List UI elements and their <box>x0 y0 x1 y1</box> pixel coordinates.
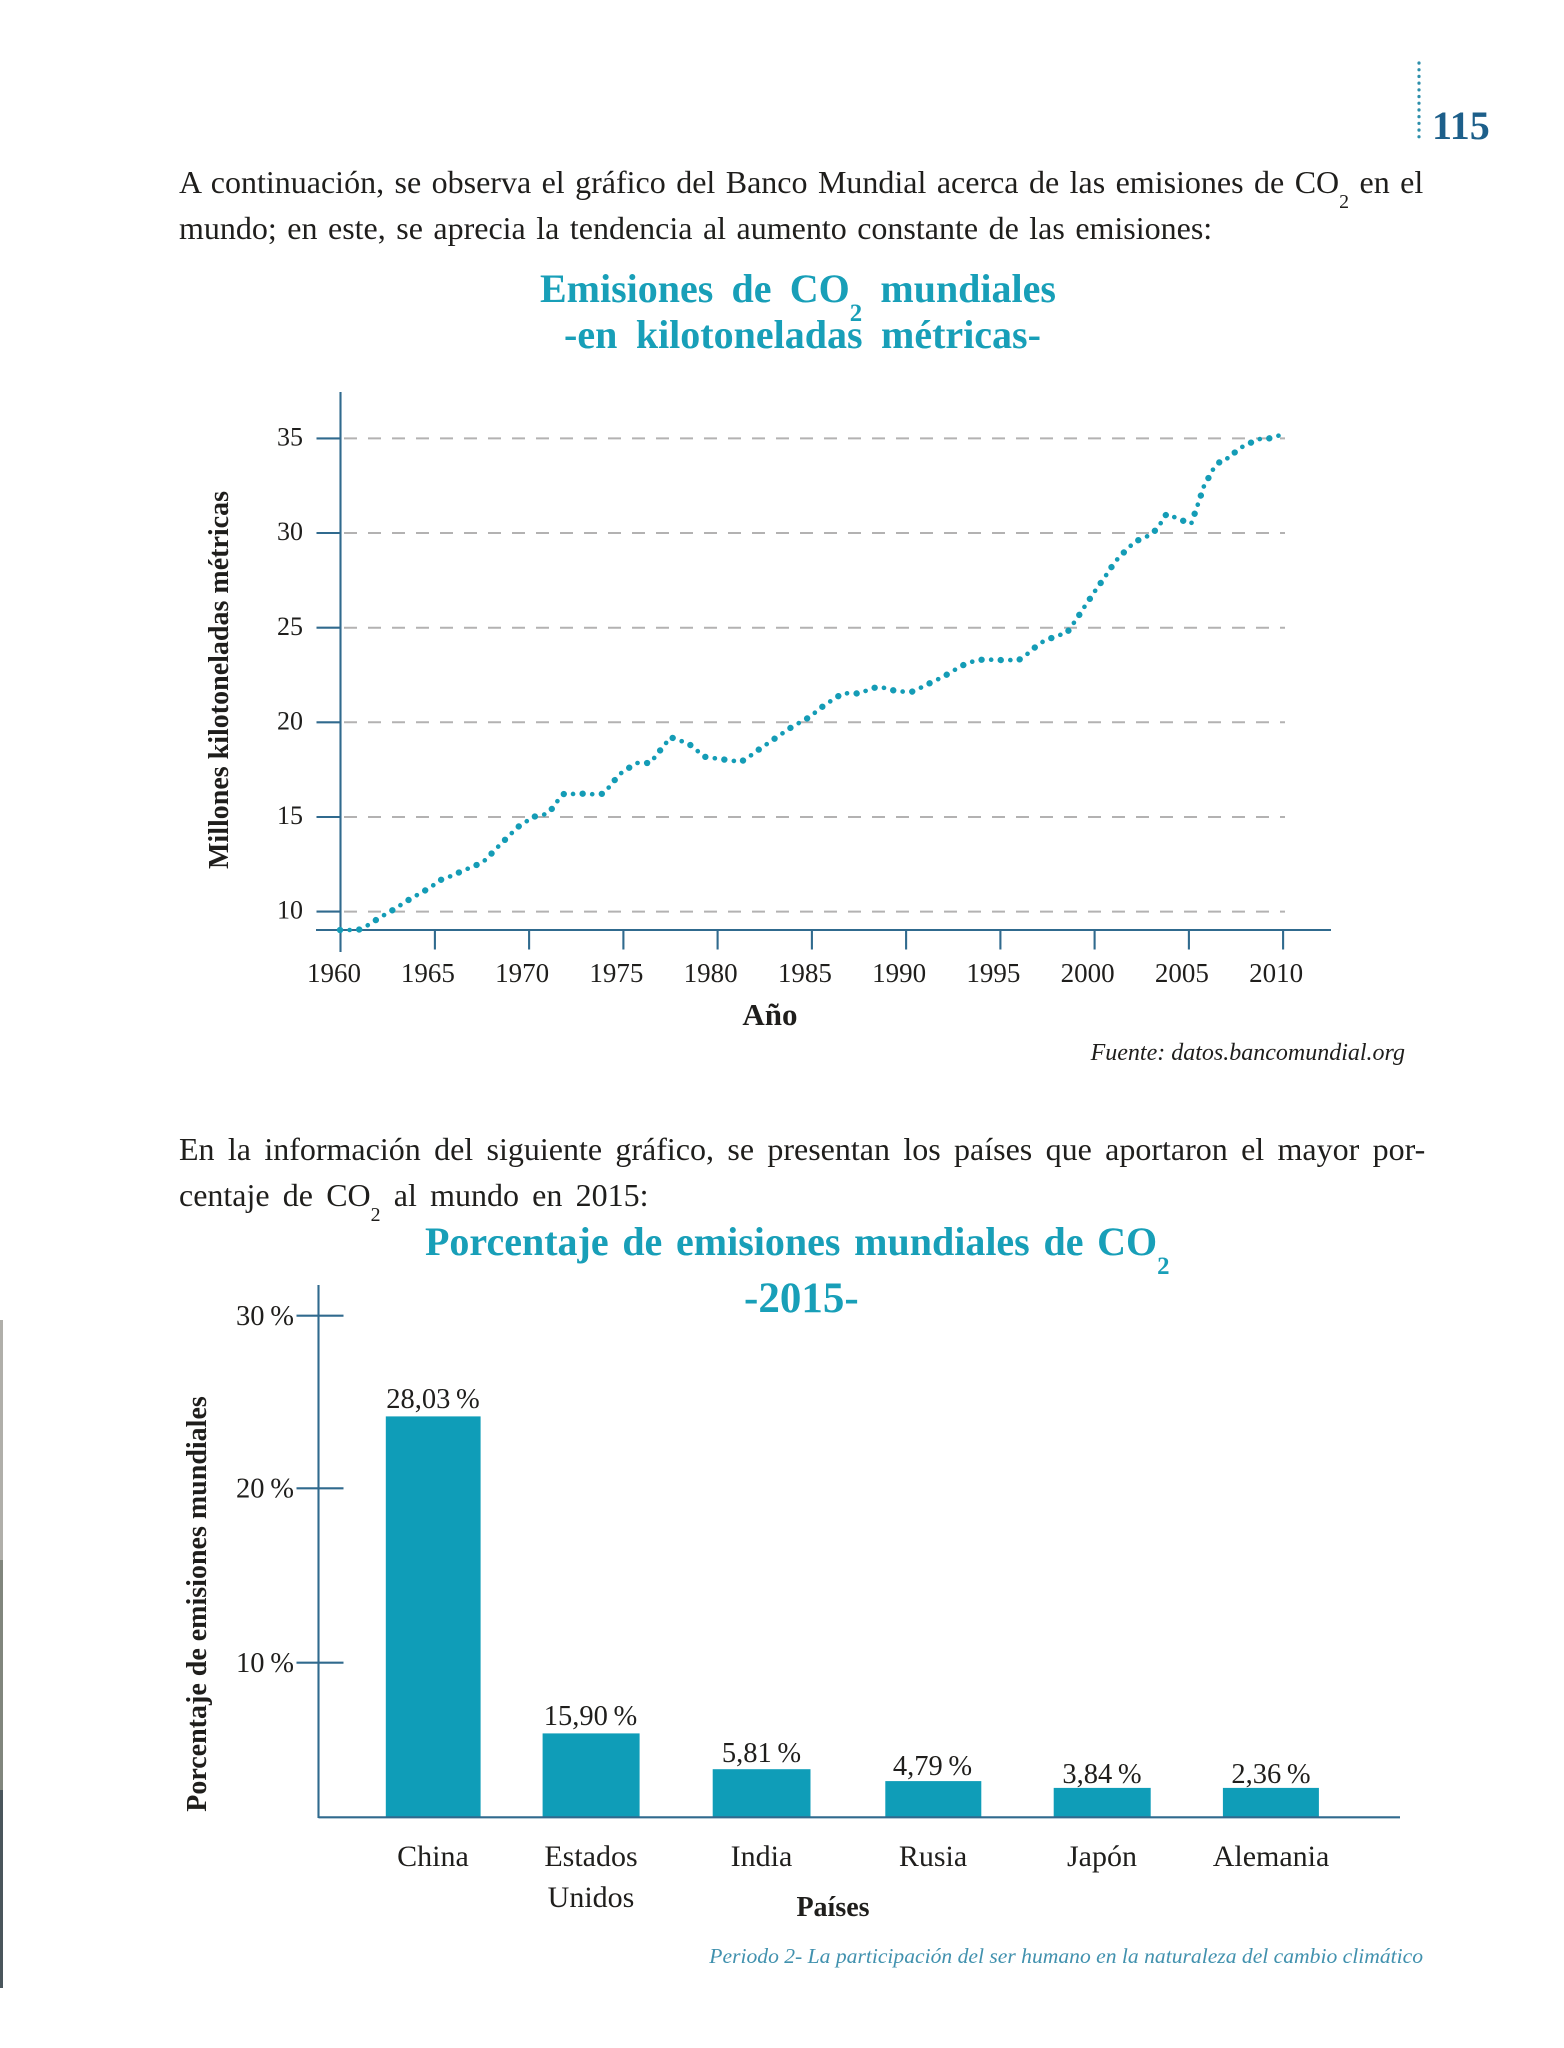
svg-text:Japón: Japón <box>1067 1840 1137 1873</box>
svg-text:1985: 1985 <box>778 958 832 988</box>
svg-text:Alemania: Alemania <box>1213 1840 1330 1873</box>
svg-text:4,79 %: 4,79 % <box>893 1751 972 1782</box>
svg-text:1995: 1995 <box>966 958 1020 988</box>
svg-text:1990: 1990 <box>872 958 926 988</box>
svg-text:15,90 %: 15,90 % <box>544 1701 638 1732</box>
svg-text:1975: 1975 <box>589 958 643 988</box>
svg-text:2,36 %: 2,36 % <box>1231 1759 1310 1790</box>
svg-text:India: India <box>731 1840 793 1873</box>
svg-text:China: China <box>397 1840 469 1873</box>
svg-text:20 %: 20 % <box>236 1474 294 1505</box>
svg-text:1980: 1980 <box>684 958 738 988</box>
svg-text:1970: 1970 <box>495 958 549 988</box>
svg-text:2000: 2000 <box>1061 958 1115 988</box>
svg-text:25: 25 <box>277 612 303 641</box>
svg-text:Países: Países <box>796 1892 869 1923</box>
svg-text:28,03 %: 28,03 % <box>386 1384 480 1415</box>
svg-text:30: 30 <box>277 517 303 546</box>
svg-text:Millones kilotoneladas métrica: Millones kilotoneladas métricas <box>204 491 235 869</box>
svg-text:2010: 2010 <box>1249 958 1303 988</box>
svg-text:1965: 1965 <box>401 958 455 988</box>
svg-text:30 %: 30 % <box>236 1301 294 1332</box>
svg-text:Porcentaje de emisiones mundia: Porcentaje de emisiones mundiales <box>182 1396 213 1812</box>
svg-text:Estados: Estados <box>544 1840 637 1873</box>
svg-text:10 %: 10 % <box>236 1648 294 1679</box>
svg-text:35: 35 <box>277 423 303 452</box>
svg-text:3,84 %: 3,84 % <box>1062 1759 1141 1790</box>
svg-text:Rusia: Rusia <box>899 1840 967 1873</box>
svg-text:15: 15 <box>277 801 303 830</box>
svg-text:2005: 2005 <box>1155 958 1209 988</box>
svg-text:20: 20 <box>277 706 303 735</box>
svg-text:Unidos: Unidos <box>548 1881 635 1914</box>
svg-text:5,81 %: 5,81 % <box>722 1738 801 1769</box>
svg-text:10: 10 <box>277 896 303 925</box>
svg-text:Año: Año <box>742 997 797 1032</box>
svg-text:1960: 1960 <box>307 958 361 988</box>
